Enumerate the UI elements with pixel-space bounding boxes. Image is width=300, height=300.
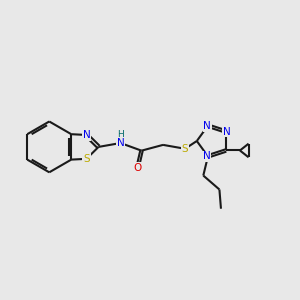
Text: N: N: [223, 127, 230, 136]
Text: O: O: [134, 163, 142, 173]
Text: S: S: [83, 154, 90, 164]
Text: H: H: [117, 130, 124, 139]
Text: N: N: [202, 151, 210, 161]
Text: S: S: [182, 144, 188, 154]
Text: N: N: [203, 121, 211, 131]
Text: N: N: [82, 130, 90, 140]
Text: N: N: [117, 138, 124, 148]
